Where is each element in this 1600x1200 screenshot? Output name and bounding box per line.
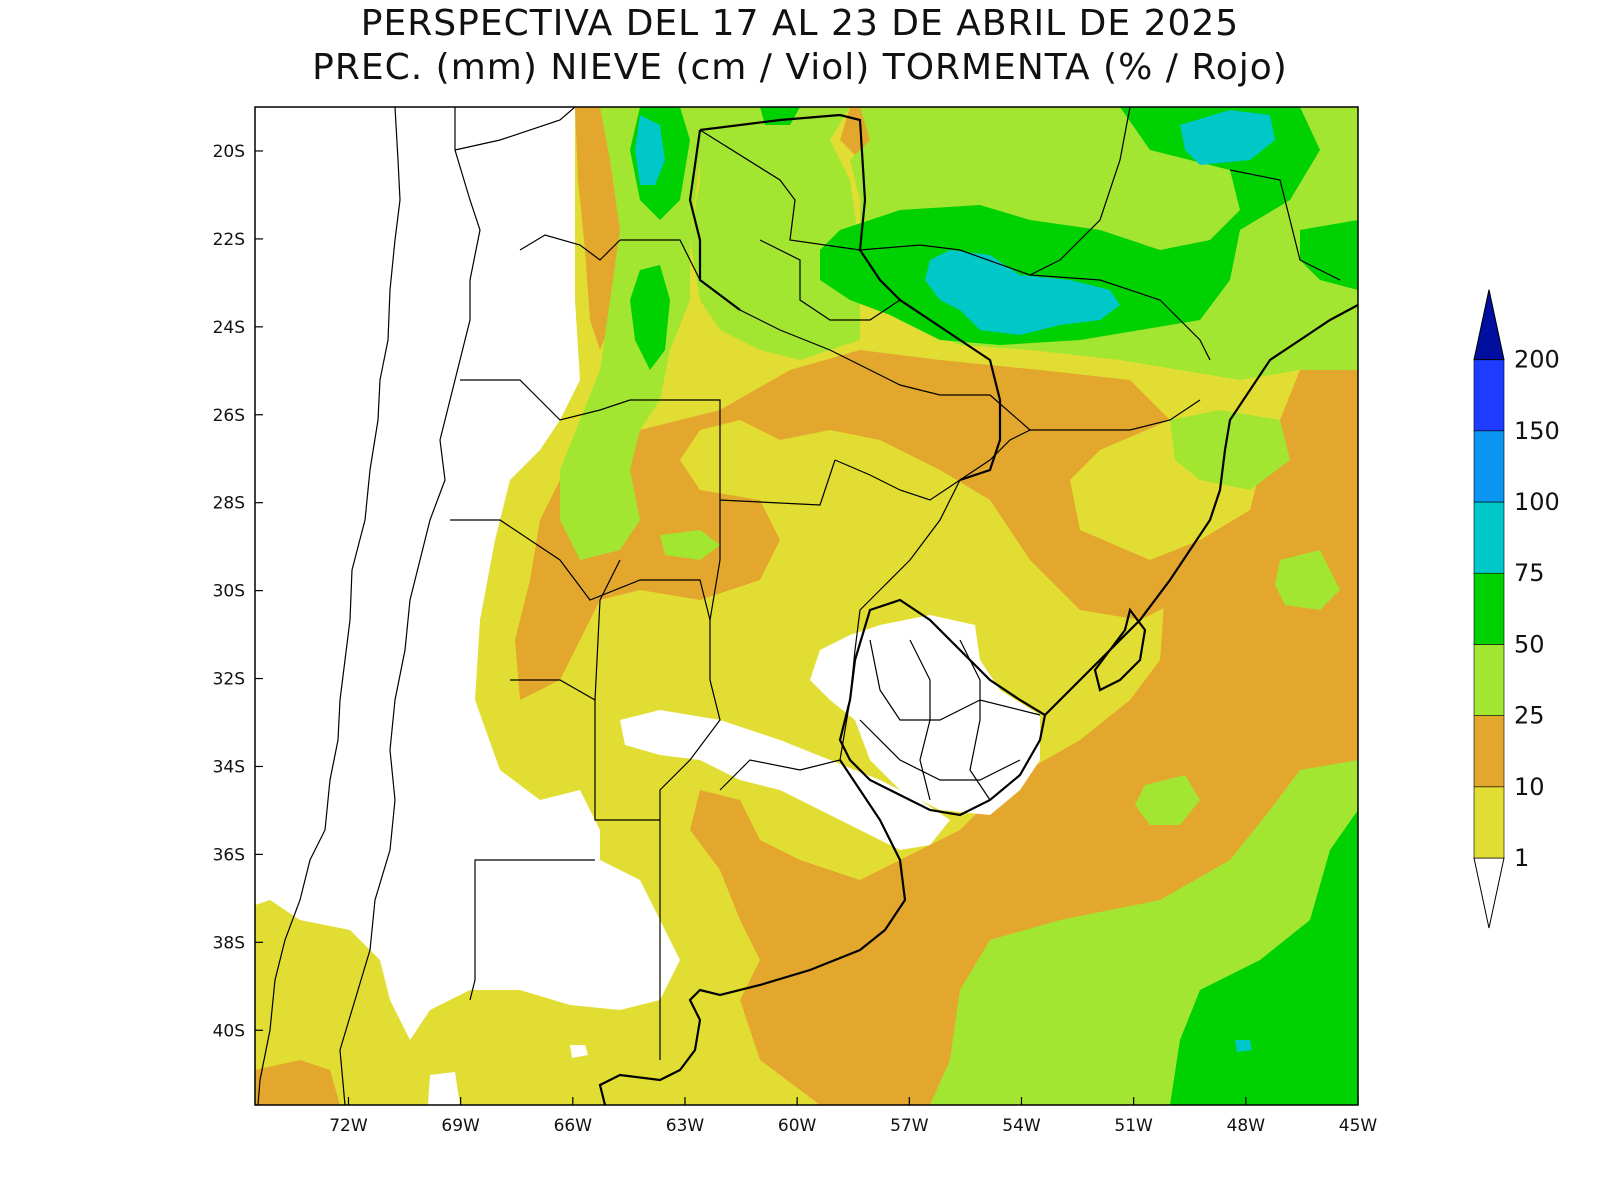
lon-tick-label: 54W (1002, 1116, 1041, 1136)
field-10-25mm-central (515, 350, 1358, 700)
field-75-100mm-nw (635, 115, 665, 185)
field-25-50mm-small-blob (1135, 775, 1200, 825)
lon-tick-label: 51W (1114, 1116, 1153, 1136)
colorbar-segment (1473, 572, 1505, 645)
bolivia-argentina-border (454, 107, 576, 151)
field-25-50mm-east-blob (1275, 550, 1340, 610)
colorbar-label: 150 (1514, 417, 1560, 445)
color-legend: 1 10 25 50 75 100 150 200 (1473, 289, 1560, 929)
field-25-50mm-east-coast (1170, 410, 1290, 490)
uruguay-depts-3 (909, 639, 931, 801)
map-title-line-1: PERSPECTIVA DEL 17 AL 23 DE ABRIL DE 202… (360, 3, 1240, 44)
political-borders (257, 107, 1341, 1105)
lat-tick-label: 24S (213, 318, 245, 338)
argentina-province-8 (719, 759, 841, 791)
colorbar-label: 1 (1514, 844, 1529, 872)
argentina-province-6 (450, 519, 711, 621)
colorbar-label: 50 (1514, 630, 1545, 658)
field-25-50mm-central-blob (660, 530, 720, 560)
chile-argentina-border (339, 107, 481, 1105)
lat-tick-label: 32S (213, 670, 245, 690)
argentina-atlantic-coast (598, 759, 907, 1105)
lon-tick-label: 60W (778, 1116, 817, 1136)
lat-tick-label: 34S (213, 757, 245, 777)
lon-tick-label: 48W (1227, 1116, 1266, 1136)
brazil-paraguay-border (699, 113, 1002, 482)
precipitation-field (255, 107, 1358, 1105)
field-none-rio-plata (620, 710, 950, 850)
lon-tick-label: 63W (666, 1116, 705, 1136)
uruguay-outline (838, 598, 1047, 817)
colorbar-segment (1473, 715, 1505, 788)
field-50-75mm-nw-blob2 (630, 265, 670, 370)
colorbar-segment (1473, 430, 1505, 503)
brazil-states-1 (989, 394, 1201, 431)
lon-tick-label: 72W (329, 1116, 368, 1136)
field-75-100mm-north (925, 250, 1120, 335)
colorbar-label: 100 (1514, 488, 1560, 516)
argentina-province-9 (834, 429, 1031, 501)
lat-tick-label: 28S (213, 494, 245, 514)
argentina-province-1 (519, 234, 621, 261)
lat-tick-label: 26S (213, 406, 245, 426)
field-none-andes (255, 107, 680, 1040)
lon-tick-label: 45W (1339, 1116, 1378, 1136)
colorbar-label: 75 (1514, 559, 1545, 587)
colorbar-below-triangle (1473, 857, 1505, 929)
field-75-100mm-tiny (1235, 1040, 1252, 1052)
brazil-states-3 (1029, 107, 1131, 276)
lon-tick-label: 57W (890, 1116, 929, 1136)
uruguay-depts-4 (959, 639, 991, 801)
brazil-states-4 (699, 129, 861, 251)
latitude-axis: 20S 22S 24S 26S 28S 30S 32S 34S 36S 38S 40S (213, 142, 263, 1041)
field-50-75mm-ne-corner (1300, 220, 1358, 290)
lat-tick-label: 20S (213, 142, 245, 162)
field-50-75mm-southeast (1170, 810, 1358, 1105)
field-10-25mm-far-sw (255, 1060, 340, 1105)
lon-tick-label: 66W (554, 1116, 593, 1136)
lat-tick-label: 38S (213, 933, 245, 953)
lon-tick-label: 69W (441, 1116, 480, 1136)
field-25-50mm-north-central (690, 107, 860, 360)
lat-tick-label: 30S (213, 582, 245, 602)
field-none-uruguay (810, 615, 1040, 815)
argentina-province-7 (594, 559, 621, 701)
argentina-province-5 (469, 859, 595, 1001)
colorbar-segment (1473, 501, 1505, 574)
field-25-50mm-west-arm (560, 107, 700, 560)
coastlines (598, 113, 1358, 1105)
uruguay-depts-2 (859, 719, 1021, 781)
field-none-south-patch2 (570, 1045, 588, 1058)
lat-tick-label: 40S (213, 1021, 245, 1041)
colorbar-top-triangle (1473, 289, 1505, 361)
plot-frame (254, 106, 1359, 1106)
map-title-line-2: PREC. (mm) NIEVE (cm / Viol) TORMENTA (%… (312, 47, 1288, 88)
lat-tick-label: 36S (213, 845, 245, 865)
brazil-atlantic-coast (1044, 304, 1358, 716)
colorbar-segment (1473, 644, 1505, 716)
field-none-south-patch (428, 1072, 460, 1105)
colorbar-label: 10 (1514, 773, 1545, 801)
colorbar-label: 25 (1514, 702, 1545, 730)
uruguay-depts-1 (869, 639, 1041, 721)
field-75-100mm-ne (1180, 110, 1275, 165)
colorbar-segment (1473, 786, 1505, 859)
chile-coast-west (257, 107, 401, 1105)
bolivia-paraguay-border (688, 129, 741, 311)
paraguay-inner (759, 239, 901, 321)
argentina-province-4 (510, 679, 660, 821)
lat-tick-label: 22S (213, 230, 245, 250)
brazil-states-5 (1229, 169, 1341, 281)
lagoa-dos-patos (1093, 607, 1147, 692)
longitude-axis: 72W 69W 66W 63W 60W 57W 54W 51W 48W 45W (329, 1097, 1377, 1136)
colorbar-label: 200 (1514, 346, 1560, 374)
argentina-province-2 (460, 379, 836, 506)
colorbar-segment (1473, 359, 1505, 432)
argentina-province-3 (659, 500, 721, 1060)
argentina-paraguay-border (620, 239, 990, 396)
brazil-states-2 (859, 244, 1211, 361)
